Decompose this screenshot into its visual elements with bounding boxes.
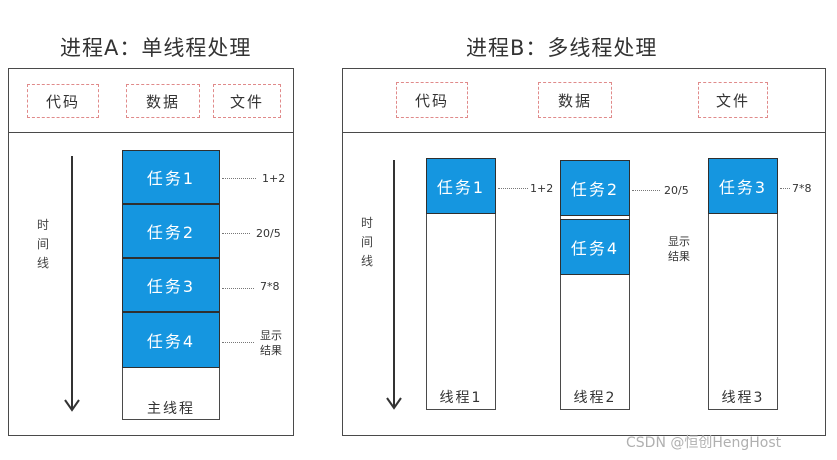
task-4-annotation: 显示 结果 <box>260 328 282 358</box>
process-a-data-box: 数据 <box>126 84 200 118</box>
thread-2-label: 线程2 <box>573 390 617 406</box>
thread-1-connector <box>498 188 528 189</box>
task-2-connector <box>222 233 250 234</box>
thread-1-annotation: 1+2 <box>530 182 554 195</box>
thread-2-task-2-block: 任务2 <box>560 160 630 216</box>
task-2-block: 任务2 <box>122 204 220 258</box>
timeline-char-glyph: 时 <box>360 216 373 230</box>
main-thread-label: 主线程 <box>147 401 195 417</box>
thread-3-label: 线程3 <box>721 390 765 406</box>
task-2-annotation: 20/5 <box>256 227 281 240</box>
task-1-block: 任务1 <box>122 150 220 204</box>
process-b-divider <box>342 132 826 133</box>
task-3-connector <box>222 288 254 289</box>
task-3-annotation: 7*8 <box>260 280 280 293</box>
task-1-annotation: 1+2 <box>262 172 286 185</box>
timeline-char-glyph: 间 <box>360 235 373 249</box>
process-b-data-box: 数据 <box>538 82 612 118</box>
task-4-annotation-line-2: 结果 <box>260 344 282 357</box>
timeline-char-glyph: 间 <box>36 237 49 251</box>
process-a-divider <box>8 132 294 133</box>
thread-3-task-3-block: 任务3 <box>708 158 778 214</box>
task-3-block: 任务3 <box>122 258 220 312</box>
thread-2-task-4-annotation: 显示 结果 <box>668 234 690 264</box>
task-4-block: 任务4 <box>122 312 220 368</box>
thread-2-task-4-annotation-line-1: 显示 <box>668 235 690 248</box>
process-a-timeline-arrow <box>64 156 80 412</box>
thread-2-task-4-annotation-line-2: 结果 <box>668 250 690 263</box>
thread-1-task-1-block: 任务1 <box>426 158 496 214</box>
thread-2-task-2-annotation: 20/5 <box>664 184 689 197</box>
process-b-code-box: 代码 <box>396 82 468 118</box>
process-b-file-box: 文件 <box>698 82 768 118</box>
process-b-timeline-label: 时间线 <box>360 214 374 271</box>
process-a-timeline-label: 时间线 <box>36 216 50 273</box>
timeline-char-glyph: 线 <box>360 254 373 268</box>
csdn-watermark: CSDN @恒创HengHost <box>626 435 782 451</box>
task-4-annotation-line-1: 显示 <box>260 329 282 342</box>
timeline-char: 时间线 <box>360 214 374 271</box>
timeline-char-glyph: 线 <box>36 256 49 270</box>
process-a-file-box: 文件 <box>213 84 281 118</box>
thread-1-label: 线程1 <box>439 390 483 406</box>
timeline-char-glyph: 时 <box>36 218 49 232</box>
process-a-code-box: 代码 <box>27 84 99 118</box>
thread-3-annotation: 7*8 <box>792 182 812 195</box>
process-b-timeline-arrow <box>386 160 402 410</box>
timeline-char: 时间线 <box>36 216 50 273</box>
task-4-connector <box>222 342 254 343</box>
thread-2-task-2-connector <box>632 190 660 191</box>
thread-2-task-4-block: 任务4 <box>560 219 630 275</box>
panel-b-title: 进程B：多线程处理 <box>466 36 658 60</box>
thread-3-connector <box>780 188 790 189</box>
task-1-connector <box>222 178 256 179</box>
panel-a-title: 进程A：单线程处理 <box>60 36 252 60</box>
